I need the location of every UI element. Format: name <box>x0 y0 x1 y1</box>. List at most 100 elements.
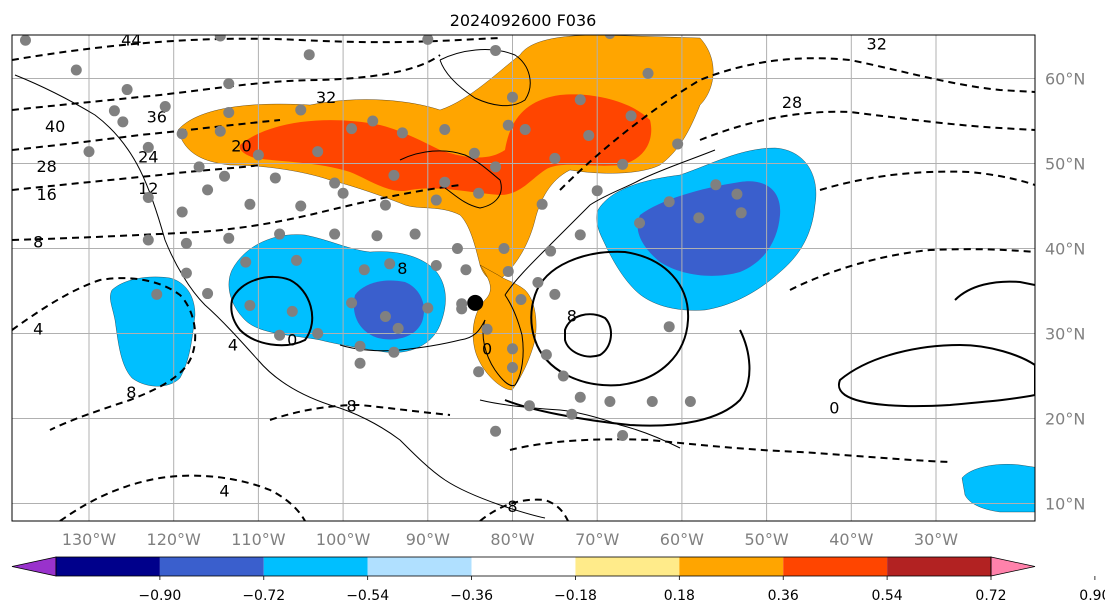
contour-label: 28 <box>36 157 56 176</box>
longitude-label: 40°W <box>829 530 873 549</box>
station-marker <box>108 105 120 117</box>
contour-label: 12 <box>138 179 158 198</box>
station-marker <box>392 322 404 334</box>
station-marker <box>617 158 629 170</box>
station-marker <box>693 212 705 224</box>
longitude-label: 80°W <box>490 530 534 549</box>
contour-label: 4 <box>33 319 43 338</box>
station-marker <box>180 237 192 249</box>
station-marker <box>549 288 561 300</box>
contour-positive <box>530 250 690 387</box>
station-marker <box>591 185 603 197</box>
station-marker <box>663 196 675 208</box>
contour-label: 8 <box>33 233 43 252</box>
colorbar-tick-label: −0.54 <box>346 588 389 604</box>
station-marker <box>151 288 163 300</box>
station-marker <box>545 245 557 257</box>
longitude-label: 30°W <box>914 530 958 549</box>
contour-dashed <box>699 110 1035 141</box>
latitude-label: 50°N <box>1045 155 1085 174</box>
contour-label: 32 <box>316 88 336 107</box>
station-marker <box>269 172 281 184</box>
contour-zero <box>230 275 314 347</box>
station-marker <box>329 177 341 189</box>
longitude-label: 70°W <box>575 530 619 549</box>
station-marker <box>180 267 192 279</box>
station-marker <box>642 67 654 79</box>
station-marker <box>604 35 616 39</box>
gulf-coast <box>339 319 486 352</box>
station-marker <box>379 311 391 322</box>
longitude-label: 50°W <box>745 530 789 549</box>
station-marker <box>159 101 171 113</box>
contour-label: 8 <box>126 383 136 402</box>
contour-zero <box>954 280 1035 301</box>
central-america <box>444 479 546 519</box>
station-marker <box>176 206 188 218</box>
colorbar-tick-label: −0.72 <box>242 588 285 604</box>
contour-label: 44 <box>121 30 141 49</box>
station-marker <box>735 207 747 219</box>
great-lakes <box>399 150 502 209</box>
colorbar-tick-label: 0.36 <box>768 588 799 604</box>
center-location-marker <box>467 294 484 311</box>
station-marker <box>214 125 226 137</box>
longitude-label: 100°W <box>316 530 371 549</box>
colorbar-segment <box>471 557 576 576</box>
contour-zero <box>504 329 751 427</box>
station-marker <box>532 277 544 288</box>
contour-dashed <box>819 170 1035 191</box>
contour-dashed <box>509 438 951 463</box>
station-marker <box>422 35 434 45</box>
caribbean-islands <box>479 399 681 449</box>
station-marker <box>303 49 315 61</box>
contour-positive <box>564 313 612 358</box>
map-title: 2024092600 F036 <box>450 11 597 30</box>
colorbar-tick-label: −0.90 <box>138 588 181 604</box>
station-marker <box>193 161 205 173</box>
station-marker <box>329 228 341 240</box>
station-marker <box>223 232 235 244</box>
colorbar-segment <box>367 557 472 576</box>
contour-dashed <box>12 277 197 431</box>
station-marker <box>219 170 231 182</box>
station-marker <box>460 264 472 276</box>
station-marker <box>574 391 586 403</box>
colorbar: −0.90 −0.72 −0.54 −0.36 −0.18 0.18 0.36 0.54 0.7… <box>11 556 1105 604</box>
contour-label: 20 <box>231 137 251 156</box>
station-marker <box>731 188 743 200</box>
latitude-labels: 60°N 50°N 40°N 30°N 20°N 10°N <box>1045 70 1085 514</box>
contour-zero <box>837 343 1035 408</box>
station-marker <box>291 254 303 266</box>
latitude-label: 40°N <box>1045 240 1085 259</box>
longitude-label: 60°W <box>660 530 704 549</box>
contour-label: 24 <box>138 148 158 167</box>
negative-anomaly-tropical-atlantic <box>961 464 1035 513</box>
contour-label: 32 <box>867 35 887 54</box>
colorbar-segment <box>56 557 160 576</box>
station-marker <box>502 119 514 131</box>
contour-dashed <box>12 119 281 151</box>
station-marker <box>557 370 569 382</box>
station-marker <box>142 234 154 246</box>
station-marker <box>507 91 518 103</box>
station-marker <box>214 35 226 42</box>
station-marker <box>672 138 684 150</box>
station-marker <box>536 198 548 210</box>
station-marker <box>507 343 518 355</box>
colorbar-extend-min <box>11 556 57 577</box>
station-marker <box>354 357 366 369</box>
colorbar-tick-label: 0.18 <box>664 588 695 604</box>
contour-label: 0 <box>829 398 839 417</box>
station-marker <box>604 396 616 407</box>
station-marker <box>202 184 214 196</box>
station-marker <box>396 127 408 139</box>
contour-dashed <box>12 184 461 241</box>
colorbar-segment <box>575 557 680 576</box>
north-america-west-coast <box>14 74 446 481</box>
station-marker <box>490 161 502 173</box>
station-marker <box>346 297 358 309</box>
colorbar-segment <box>783 557 888 576</box>
station-marker <box>574 94 586 106</box>
station-marker <box>451 243 463 254</box>
